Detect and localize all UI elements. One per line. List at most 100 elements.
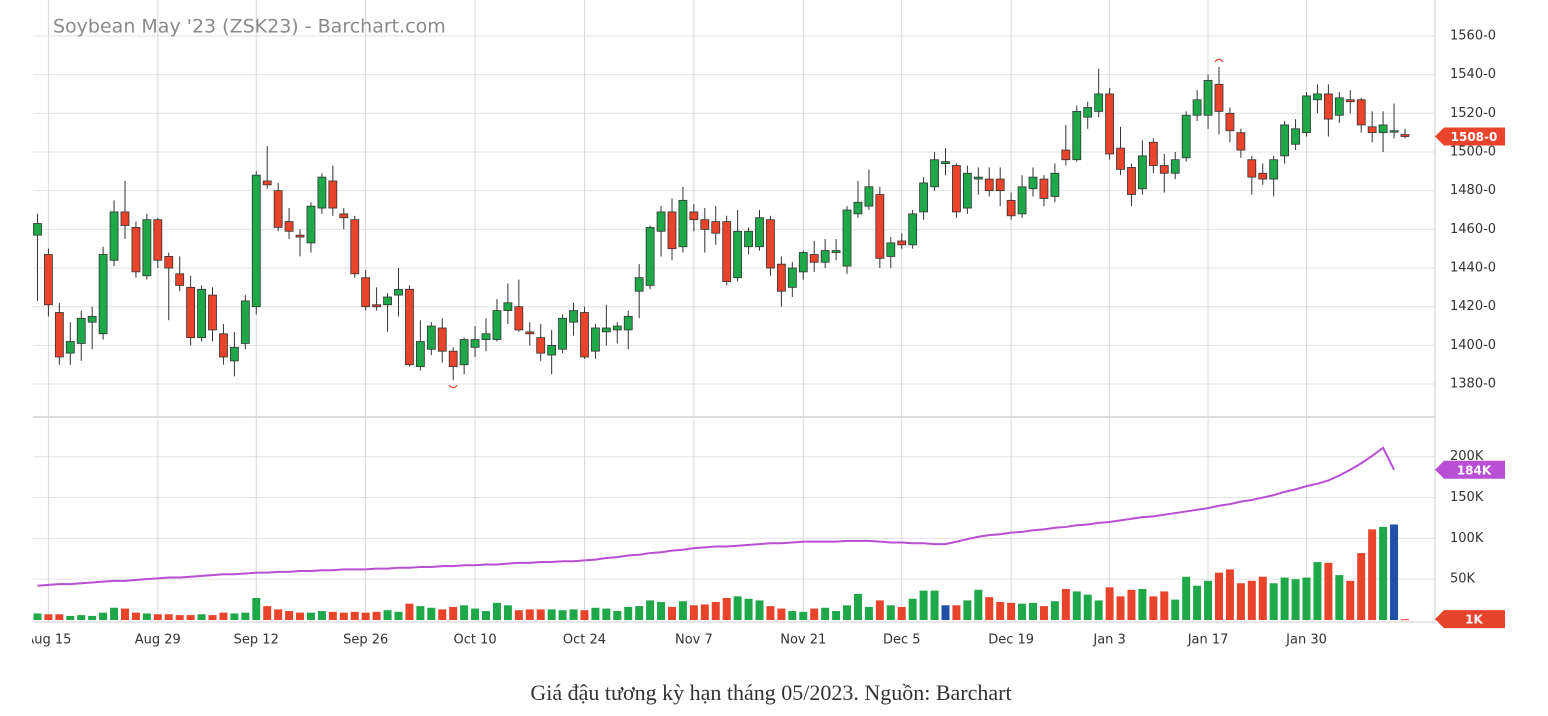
candle-body	[306, 205, 316, 244]
volume-bar	[1247, 580, 1256, 620]
candle-body	[1356, 99, 1366, 126]
volume-bar	[755, 600, 764, 620]
y2-tick-label: 150K	[1450, 490, 1484, 505]
candle-body	[87, 315, 97, 323]
candle-body	[470, 339, 480, 348]
x-tick-label: Oct 10	[453, 633, 496, 648]
volume-bar	[110, 607, 119, 620]
volume-bar	[1007, 602, 1016, 620]
candle-body	[1269, 159, 1279, 180]
candle-body	[219, 333, 228, 358]
volume-bar	[350, 611, 359, 620]
candle-body	[328, 180, 338, 209]
candle-body	[1280, 124, 1290, 157]
candle-body	[514, 306, 524, 331]
last-oi-tag	[1435, 460, 1505, 479]
candle-body	[744, 230, 753, 248]
candle-body	[361, 277, 371, 308]
volume-bar	[219, 612, 228, 620]
candle-body	[208, 294, 217, 331]
caption: Giá đậu tương kỳ hạn tháng 05/2023. Nguồ…	[530, 680, 1011, 705]
x-tick-label: Jan 17	[1187, 633, 1229, 648]
last-volume-label: 1K	[1465, 613, 1483, 627]
volume-bar	[175, 615, 184, 620]
volume-bar	[1182, 576, 1191, 620]
x-tick-label: Jan 3	[1092, 633, 1125, 648]
volume-bar	[1269, 583, 1278, 620]
volume-bar	[230, 613, 239, 620]
candle-body	[656, 211, 666, 232]
volume-bar	[66, 615, 75, 620]
candle-body	[700, 219, 710, 230]
x-tick-label: Sep 26	[343, 633, 388, 648]
candle-body	[1061, 149, 1071, 161]
candle-body	[831, 250, 841, 253]
candle-body	[240, 300, 250, 344]
candle-body	[229, 346, 239, 362]
candle-body	[1148, 141, 1158, 166]
candle-body	[142, 219, 152, 277]
volume-bar	[1335, 575, 1344, 620]
candle-body	[317, 176, 327, 209]
volume-bar	[766, 606, 775, 620]
volume-bar	[832, 611, 841, 620]
x-tick-label: Nov 21	[780, 633, 826, 648]
volume-bar	[974, 589, 983, 620]
volume-bar	[263, 606, 272, 620]
volume-bar	[602, 608, 611, 620]
candle-body	[875, 194, 885, 259]
volume-bar	[1302, 577, 1311, 620]
volume-bar	[1018, 603, 1027, 620]
candle-body	[1203, 80, 1213, 116]
candle-body	[372, 304, 382, 308]
candle-body	[612, 325, 622, 331]
volume-bar	[547, 609, 556, 620]
volume-bar	[536, 609, 545, 620]
candle-body	[1389, 130, 1399, 133]
candle-body	[186, 286, 196, 339]
volume-bar	[208, 615, 217, 620]
volume-bar	[1160, 591, 1169, 620]
volume-bar	[252, 597, 261, 620]
volume-bar	[77, 615, 86, 620]
volume-bar	[503, 605, 512, 620]
volume-bar	[197, 614, 206, 620]
volume-bar	[1072, 591, 1081, 620]
candle-body	[809, 254, 819, 263]
candle-body	[1367, 126, 1377, 134]
candle-body	[448, 350, 458, 368]
candle-body	[1006, 199, 1016, 217]
volume-bar	[1193, 585, 1202, 620]
x-tick-label: Oct 24	[563, 633, 606, 648]
volume-bar	[120, 608, 129, 620]
volume-bar	[88, 615, 97, 620]
candle-body	[1192, 99, 1202, 116]
candle-body	[44, 254, 53, 306]
volume-bar	[44, 614, 53, 620]
y-tick-label: 1440-0	[1450, 261, 1496, 276]
volume-bar	[843, 605, 852, 620]
volume-bar	[1061, 588, 1070, 620]
candle-body	[919, 182, 929, 213]
y-tick-label: 1540-0	[1450, 67, 1496, 82]
volume-bar	[646, 600, 655, 620]
volume-bar	[131, 612, 140, 620]
volume-bar	[613, 611, 622, 620]
volume-bar	[810, 608, 819, 620]
volume-bar	[886, 605, 895, 620]
candle-body	[1334, 97, 1344, 116]
volume-bar	[941, 605, 950, 620]
volume-bar	[1400, 619, 1409, 621]
y2-tick-label: 50K	[1450, 572, 1476, 587]
volume-bar	[317, 611, 326, 620]
candle-body	[842, 209, 852, 267]
volume-bar	[1094, 600, 1103, 620]
volume-bar	[930, 590, 939, 620]
candle-body	[1050, 172, 1060, 197]
volume-bar	[471, 608, 480, 620]
candle-body	[536, 337, 546, 354]
y-tick-label: 1480-0	[1450, 183, 1496, 198]
candle-body	[1258, 172, 1268, 180]
y-tick-label: 1500-0	[1450, 144, 1496, 159]
